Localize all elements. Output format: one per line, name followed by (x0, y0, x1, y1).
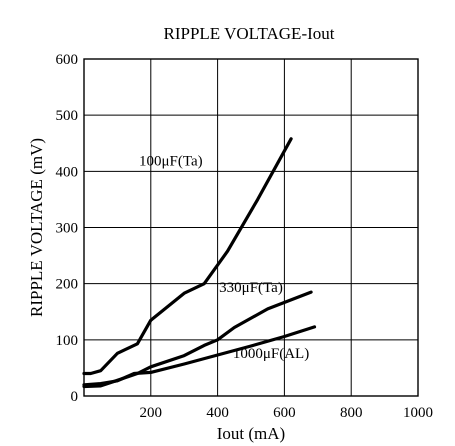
y-tick-label: 100 (56, 333, 79, 349)
series-label-1000uf-al: 1000μF(AL) (233, 346, 309, 362)
x-tick-label: 400 (206, 405, 229, 421)
series-labels: 100μF(Ta) 330μF(Ta) 1000μF(AL) (139, 154, 309, 362)
series-line-1000uf-al (82, 325, 317, 387)
series-lines (82, 137, 317, 389)
series-line-100uf-ta (82, 137, 293, 376)
x-axis-label: Iout (mA) (217, 424, 285, 443)
series-label-100uf-ta: 100μF(Ta) (139, 154, 203, 170)
y-tick-label: 500 (56, 108, 79, 124)
x-tick-labels: 200 400 600 800 1000 (140, 405, 433, 421)
y-tick-labels: 0 100 200 300 400 500 600 (56, 52, 79, 405)
x-tick-label: 200 (140, 405, 163, 421)
y-tick-label: 300 (56, 221, 79, 237)
x-tick-label: 600 (273, 405, 296, 421)
y-tick-label: 0 (71, 389, 79, 405)
x-tick-label: 800 (340, 405, 363, 421)
plot-frame (83, 58, 419, 397)
chart-title: RIPPLE VOLTAGE-Iout (163, 24, 334, 43)
y-tick-label: 200 (56, 277, 79, 293)
y-tick-label: 400 (56, 164, 79, 180)
x-tick-label: 1000 (403, 405, 433, 421)
y-tick-label: 600 (56, 52, 79, 68)
series-label-330uf-ta: 330μF(Ta) (219, 280, 283, 296)
y-axis-label: RIPPLE VOLTAGE (mV) (27, 138, 46, 317)
